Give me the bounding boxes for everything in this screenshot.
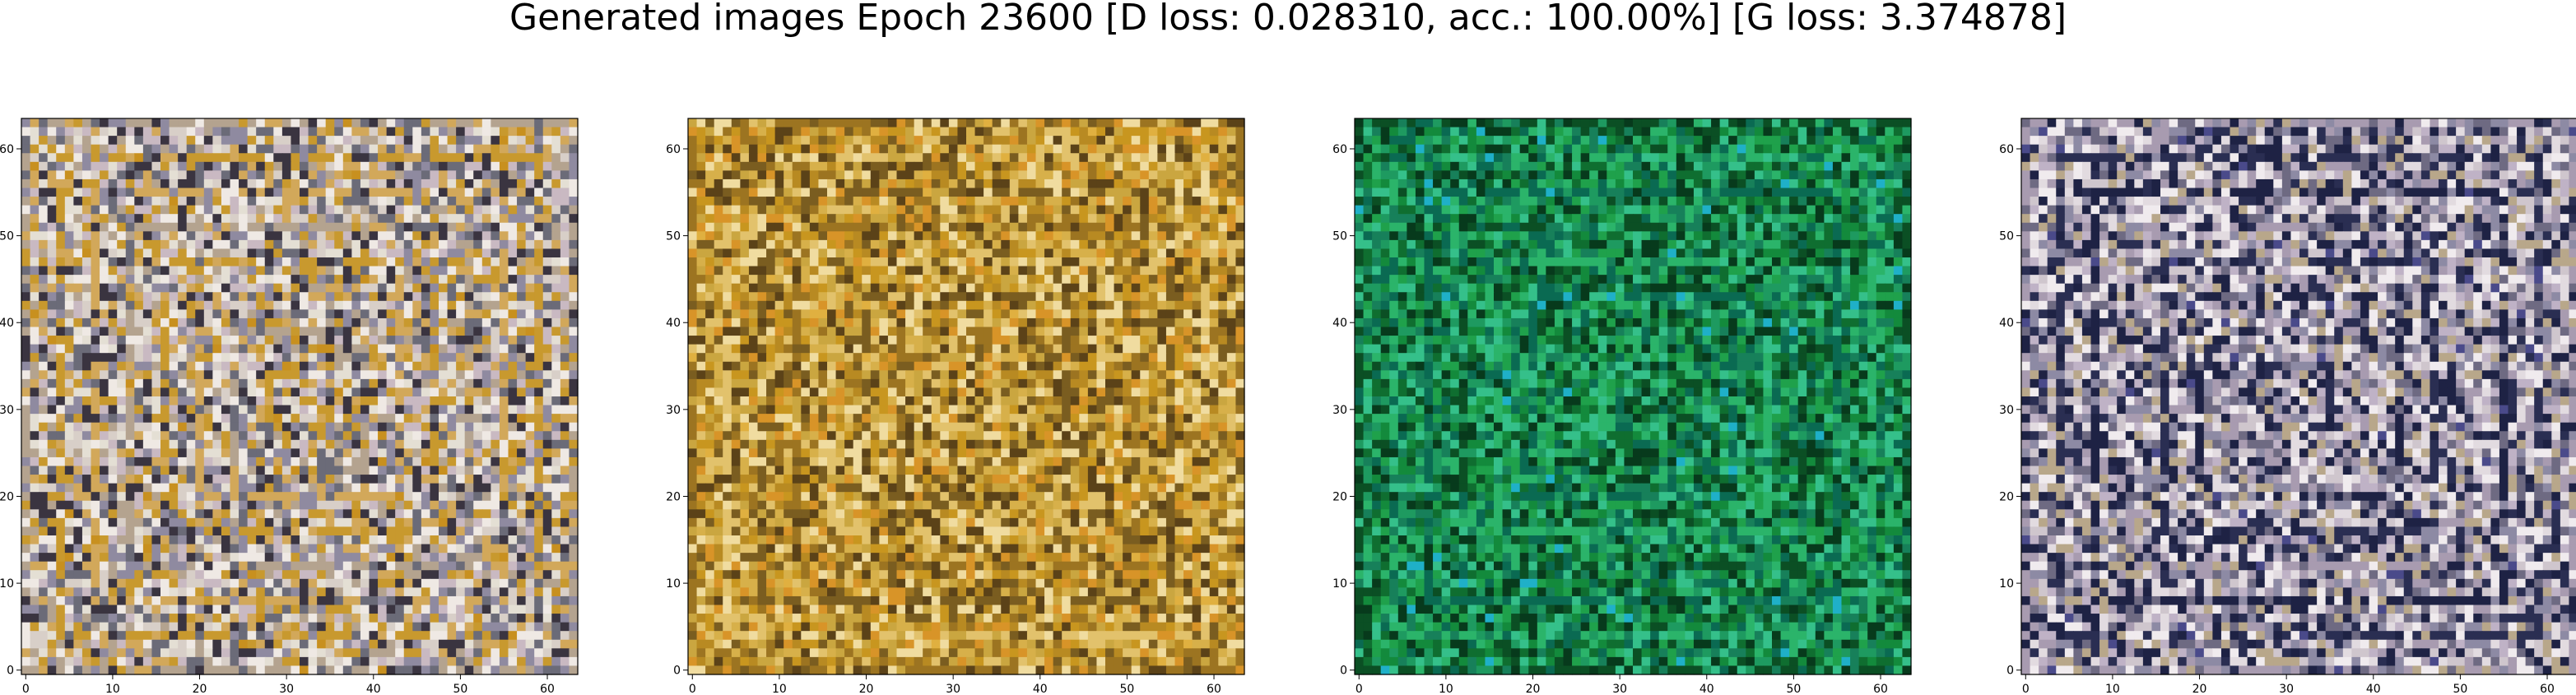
image-pixels xyxy=(21,118,579,675)
axes-frame xyxy=(2020,118,2576,675)
y-tick-label: 10 xyxy=(1999,577,2014,591)
axes-frame xyxy=(687,118,1245,675)
x-tick-label: 20 xyxy=(1526,683,1541,695)
x-tick-label: 40 xyxy=(1700,683,1714,695)
x-tick-label: 0 xyxy=(22,683,30,695)
y-tick-label: 0 xyxy=(673,665,681,678)
subplot-1: 0 10 20 30 40 50 60 0 10 20 30 40 50 60 xyxy=(0,74,634,695)
subplot-2: 0 10 20 30 40 50 60 0 10 20 30 40 50 60 xyxy=(666,74,1300,695)
x-tick-label: 0 xyxy=(2022,683,2030,695)
figure-title: Generated images Epoch 23600 [D loss: 0.… xyxy=(509,0,2067,39)
x-tick-label: 10 xyxy=(1439,683,1453,695)
axes-frame xyxy=(21,118,579,675)
x-tick-label: 30 xyxy=(2279,683,2294,695)
x-tick-label: 60 xyxy=(1207,683,1221,695)
y-tick-label: 0 xyxy=(7,665,14,678)
x-tick-label: 50 xyxy=(453,683,467,695)
y-tick-label: 20 xyxy=(666,490,681,503)
x-tick-label: 10 xyxy=(2105,683,2120,695)
x-tick-label: 30 xyxy=(279,683,294,695)
y-tick-label: 40 xyxy=(666,317,681,330)
x-tick-label: 60 xyxy=(1873,683,1888,695)
y-tick-label: 50 xyxy=(0,230,14,243)
y-tick-label: 60 xyxy=(0,143,14,156)
y-tick-label: 50 xyxy=(1332,230,1347,243)
x-tick-label: 20 xyxy=(193,683,207,695)
y-tick-label: 60 xyxy=(666,143,681,156)
y-tick-label: 20 xyxy=(1332,490,1347,503)
x-tick-label: 30 xyxy=(1612,683,1627,695)
generated-image-3: 0 10 20 30 40 50 60 0 10 20 30 40 50 60 xyxy=(1332,118,1912,695)
x-tick-label: 10 xyxy=(772,683,787,695)
y-tick-label: 30 xyxy=(666,404,681,417)
generated-image-2: 0 10 20 30 40 50 60 0 10 20 30 40 50 60 xyxy=(666,118,1245,695)
generated-image-1: 0 10 20 30 40 50 60 0 10 20 30 40 50 60 xyxy=(0,118,579,695)
y-tick-label: 40 xyxy=(1999,317,2014,330)
y-tick-label: 10 xyxy=(666,577,681,591)
y-tick-label: 30 xyxy=(1332,404,1347,417)
y-tick-label: 50 xyxy=(666,230,681,243)
y-tick-label: 10 xyxy=(1332,577,1347,591)
x-tick-label: 40 xyxy=(1033,683,1048,695)
x-tick-label: 20 xyxy=(859,683,874,695)
y-tick-label: 40 xyxy=(0,317,14,330)
x-tick-label: 60 xyxy=(540,683,555,695)
y-tick-label: 50 xyxy=(1999,230,2014,243)
x-tick-label: 10 xyxy=(105,683,120,695)
x-tick-label: 40 xyxy=(366,683,381,695)
x-tick-label: 50 xyxy=(1786,683,1801,695)
y-tick-label: 30 xyxy=(0,404,14,417)
x-tick-label: 60 xyxy=(2540,683,2555,695)
subplot-4: 0 10 20 30 40 50 60 0 10 20 30 40 50 60 xyxy=(1999,74,2576,695)
y-tick-label: 20 xyxy=(0,490,14,503)
y-tick-label: 30 xyxy=(1999,404,2014,417)
y-tick-label: 60 xyxy=(1999,143,2014,156)
x-tick-label: 50 xyxy=(2453,683,2467,695)
subplot-3: 0 10 20 30 40 50 60 0 10 20 30 40 50 60 xyxy=(1332,74,1967,695)
x-tick-label: 50 xyxy=(1119,683,1134,695)
y-tick-label: 20 xyxy=(1999,490,2014,503)
generated-image-4: 0 10 20 30 40 50 60 0 10 20 30 40 50 60 xyxy=(1999,118,2576,695)
y-tick-label: 0 xyxy=(2006,665,2014,678)
image-pixels xyxy=(688,118,1245,675)
x-tick-label: 30 xyxy=(946,683,960,695)
image-pixels xyxy=(2021,118,2576,675)
x-tick-label: 40 xyxy=(2366,683,2381,695)
y-tick-label: 10 xyxy=(0,577,14,591)
x-tick-label: 0 xyxy=(1355,683,1363,695)
x-tick-label: 20 xyxy=(2192,683,2207,695)
y-tick-label: 40 xyxy=(1332,317,1347,330)
y-tick-label: 60 xyxy=(1332,143,1347,156)
x-tick-label: 0 xyxy=(689,683,696,695)
axes-frame xyxy=(1354,118,1912,675)
y-tick-label: 0 xyxy=(1340,665,1347,678)
image-pixels xyxy=(1355,118,1912,675)
